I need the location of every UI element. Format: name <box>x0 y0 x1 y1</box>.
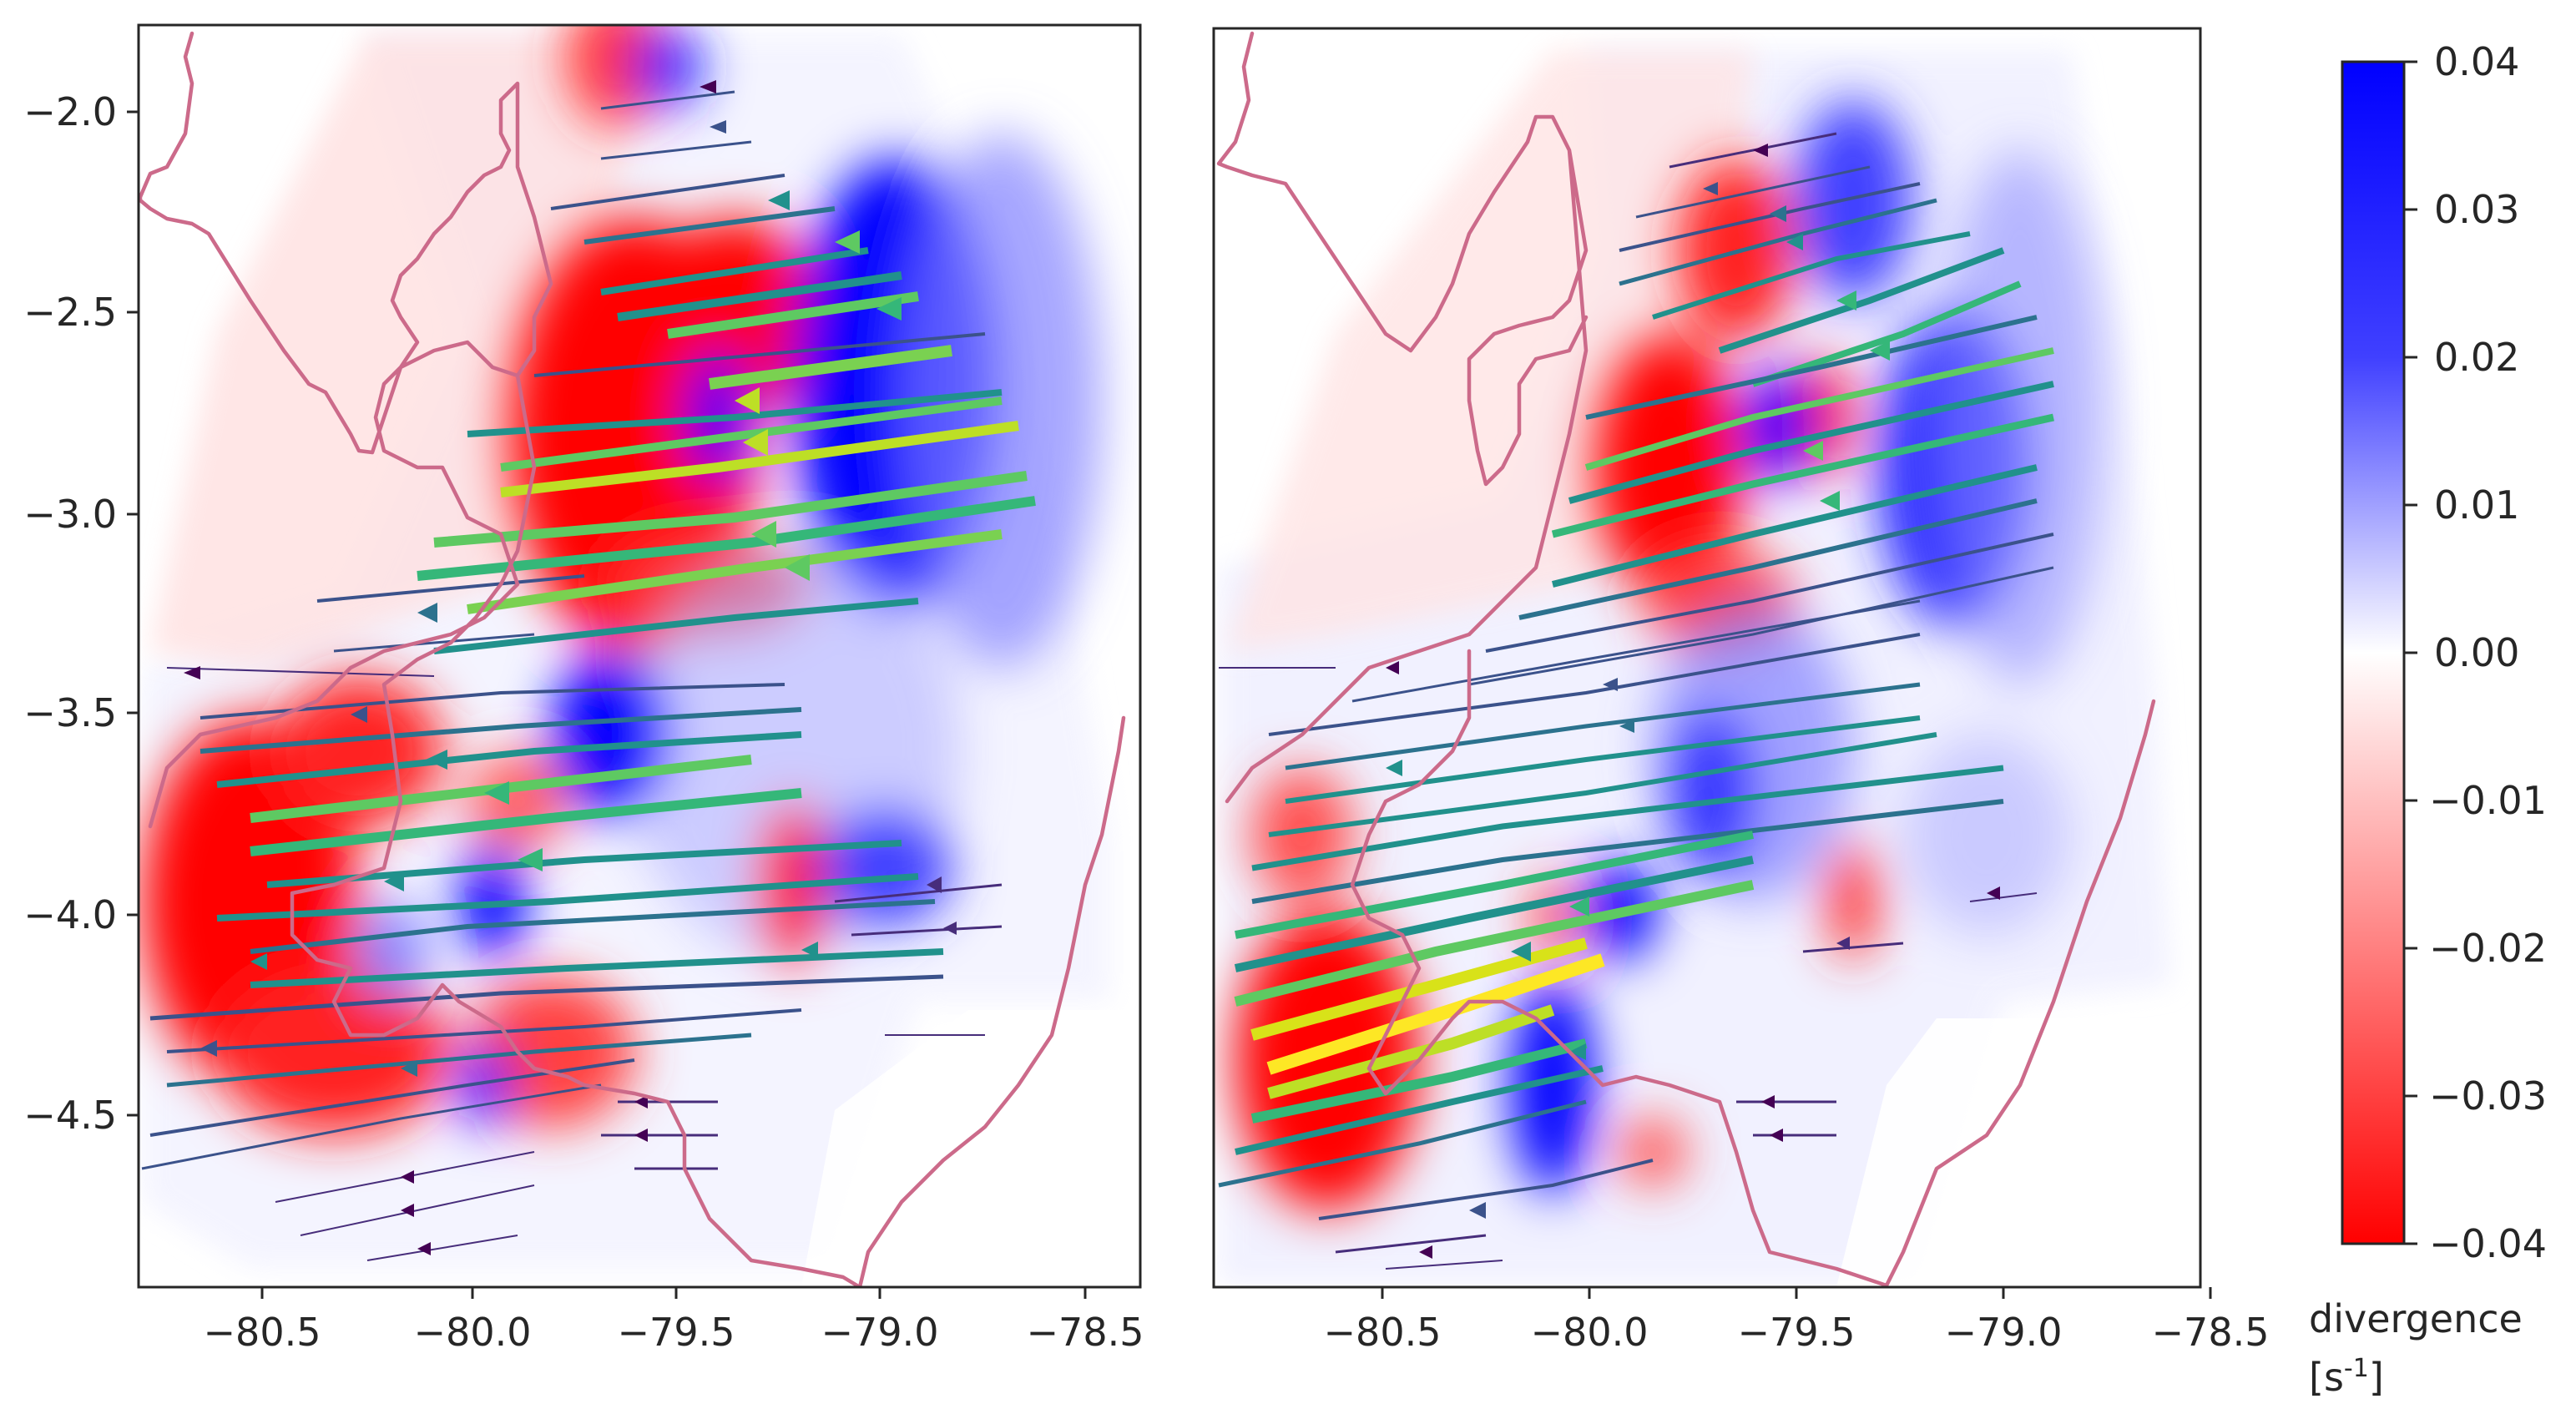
right-map-panel: −80.5 −80.0 −79.5 −79.0 −78.5 <box>1212 27 2270 1355</box>
colorbar-tick-label: 0.00 <box>2434 630 2519 675</box>
right-streamlines <box>1218 132 2054 1270</box>
right-xtick-label: −78.5 <box>2152 1310 2270 1355</box>
left-xtick-label: −78.5 <box>1027 1310 1144 1355</box>
right-coastline <box>1216 31 2156 1287</box>
colorbar-tick-label: −0.02 <box>2429 926 2547 971</box>
left-xtick-label: −79.0 <box>821 1310 939 1355</box>
left-ytick-label: −4.5 <box>23 1093 117 1138</box>
colorbar-units: [s-1] <box>2309 1354 2384 1401</box>
colorbar-tick-label: 0.04 <box>2434 39 2519 84</box>
left-xtick-label: −80.0 <box>414 1310 532 1355</box>
right-axes-frame <box>1212 27 2202 1289</box>
colorbar-tick-label: 0.01 <box>2434 482 2519 528</box>
left-coastline <box>139 31 1126 1287</box>
left-ytick-label: −3.0 <box>23 492 117 537</box>
colorbar-title: divergence <box>2309 1296 2523 1341</box>
left-x-axis: −80.5 −80.0 −79.5 −79.0 −78.5 <box>204 1287 1144 1355</box>
left-axes-frame <box>137 23 1142 1289</box>
colorbar-gradient <box>2341 60 2406 1245</box>
right-divergence-field <box>1216 31 2200 1287</box>
colorbar-tick-label: 0.03 <box>2434 187 2519 232</box>
left-map-panel: −80.5 −80.0 −79.5 −79.0 −78.5 −2.0 −2.5 … <box>23 23 1144 1355</box>
left-divergence-field <box>139 25 1140 1287</box>
left-y-axis: −2.0 −2.5 −3.0 −3.5 −4.0 −4.5 <box>23 89 139 1138</box>
right-xtick-label: −80.5 <box>1324 1310 1442 1355</box>
right-x-axis: −80.5 −80.0 −79.5 −79.0 −78.5 <box>1324 1287 2270 1355</box>
left-xtick-label: −80.5 <box>204 1310 321 1355</box>
right-xtick-label: −80.0 <box>1531 1310 1649 1355</box>
left-ytick-label: −3.5 <box>23 690 117 735</box>
right-streamline-arrows <box>1386 144 2000 1259</box>
colorbar-tick-label: −0.01 <box>2429 778 2547 823</box>
colorbar-tick-label: −0.03 <box>2429 1073 2547 1119</box>
left-ytick-label: −4.0 <box>23 892 117 937</box>
left-ytick-label: −2.0 <box>23 89 117 134</box>
left-streamline-arrows <box>184 80 957 1255</box>
left-ytick-label: −2.5 <box>23 290 117 335</box>
right-xtick-label: −79.0 <box>1945 1310 2063 1355</box>
right-xtick-label: −79.5 <box>1738 1310 1856 1355</box>
colorbar-tick-label: −0.04 <box>2429 1221 2547 1266</box>
colorbar-tick-label: 0.02 <box>2434 335 2519 380</box>
left-xtick-label: −79.5 <box>618 1310 735 1355</box>
colorbar-ticks: 0.04 0.03 0.02 0.01 0.00 −0.01 −0.02 −0.… <box>2404 39 2547 1266</box>
colorbar: 0.04 0.03 0.02 0.01 0.00 −0.01 −0.02 −0.… <box>2309 39 2547 1400</box>
